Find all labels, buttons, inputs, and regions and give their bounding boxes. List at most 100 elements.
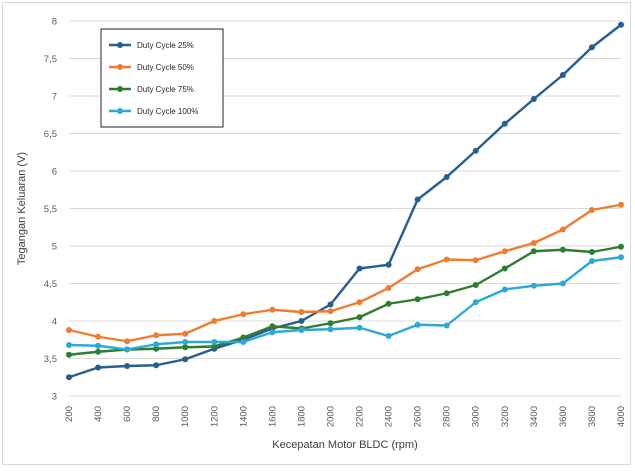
data-point bbox=[95, 342, 102, 349]
data-point bbox=[618, 254, 624, 261]
legend-swatch-marker bbox=[117, 86, 123, 92]
x-tick-label: 600 bbox=[122, 406, 133, 422]
data-point bbox=[124, 363, 131, 369]
x-tick-label: 3000 bbox=[471, 406, 482, 427]
data-point bbox=[327, 308, 334, 315]
x-tick-label: 2800 bbox=[442, 406, 453, 427]
y-tick-label: 7 bbox=[52, 92, 57, 103]
data-point bbox=[501, 265, 508, 272]
legend-label: Duty Cycle 75% bbox=[137, 85, 194, 94]
data-point bbox=[414, 321, 421, 328]
y-tick-label: 5 bbox=[52, 242, 57, 253]
data-point bbox=[443, 322, 450, 329]
data-point bbox=[559, 226, 566, 233]
data-point bbox=[153, 341, 160, 348]
legend-item: Duty Cycle 100% bbox=[109, 107, 198, 116]
data-point bbox=[414, 196, 421, 203]
data-point bbox=[95, 333, 102, 340]
series bbox=[66, 254, 624, 353]
data-point bbox=[472, 299, 479, 306]
x-tick-label: 1000 bbox=[180, 406, 191, 427]
series-line bbox=[68, 256, 622, 351]
x-tick-label: 3200 bbox=[500, 406, 511, 427]
data-point bbox=[501, 120, 508, 127]
data-point bbox=[211, 343, 218, 350]
x-tick-label: 400 bbox=[93, 406, 104, 422]
data-point bbox=[124, 338, 131, 345]
y-tick-label: 4,5 bbox=[44, 279, 57, 290]
data-point bbox=[66, 374, 72, 381]
data-point bbox=[472, 147, 479, 154]
data-point bbox=[356, 299, 363, 306]
data-point bbox=[66, 327, 72, 333]
data-point bbox=[472, 257, 479, 264]
series bbox=[66, 243, 624, 358]
legend-label: Duty Cycle 100% bbox=[137, 107, 198, 116]
x-tick-labels: 200 400 600 800 1000 1200 1400 1600 1800 2000 2200… bbox=[64, 406, 627, 427]
data-point bbox=[327, 301, 334, 308]
data-point bbox=[182, 330, 189, 337]
chart-frame: 3 3,5 4 4,5 5 5,5 6 6,5 7 7,5 8 200 400 600 800 1000 12… bbox=[2, 2, 631, 465]
data-point bbox=[66, 342, 72, 348]
data-point bbox=[269, 323, 276, 330]
y-tick-label: 4 bbox=[52, 317, 57, 328]
x-tick-label: 3600 bbox=[558, 406, 569, 427]
x-tick-label: 1400 bbox=[238, 406, 249, 427]
data-point bbox=[182, 339, 189, 345]
data-point bbox=[559, 72, 566, 78]
y-tick-label: 7,5 bbox=[44, 54, 57, 65]
data-point bbox=[327, 326, 334, 333]
y-tick-label: 6,5 bbox=[44, 129, 57, 140]
x-tick-label: 200 bbox=[64, 406, 75, 422]
data-point bbox=[443, 174, 450, 180]
data-point bbox=[356, 314, 363, 321]
y-tick-label: 5,5 bbox=[44, 204, 57, 215]
data-point bbox=[356, 324, 363, 331]
data-point bbox=[414, 296, 421, 303]
data-point bbox=[588, 207, 595, 213]
x-axis-title: Kecepatan Motor BLDC (rpm) bbox=[272, 439, 418, 451]
data-point bbox=[269, 306, 276, 313]
legend-item: Duty Cycle 75% bbox=[109, 85, 194, 94]
legend-swatch-marker bbox=[117, 64, 123, 70]
series-line bbox=[68, 203, 622, 343]
data-point bbox=[211, 318, 218, 324]
data-point bbox=[327, 320, 334, 327]
data-point bbox=[559, 280, 566, 287]
data-point bbox=[530, 248, 537, 255]
x-tick-label: 2400 bbox=[384, 406, 395, 427]
data-point bbox=[530, 240, 537, 246]
y-tick-label: 8 bbox=[52, 17, 57, 28]
data-point bbox=[95, 348, 102, 355]
data-point bbox=[530, 282, 537, 289]
data-point bbox=[153, 332, 160, 339]
legend-item: Duty Cycle 25% bbox=[109, 41, 194, 50]
x-tick-label: 800 bbox=[151, 406, 162, 422]
data-point bbox=[472, 282, 479, 288]
data-point bbox=[356, 265, 363, 272]
data-point bbox=[385, 285, 392, 291]
series-layer bbox=[66, 21, 624, 381]
data-point bbox=[182, 356, 189, 363]
legend-item: Duty Cycle 50% bbox=[109, 63, 194, 72]
legend: Duty Cycle 25% Duty Cycle 50% Duty Cycle 7… bbox=[100, 28, 224, 128]
data-point bbox=[269, 329, 276, 336]
legend-label: Duty Cycle 25% bbox=[137, 41, 194, 50]
data-point bbox=[588, 258, 595, 264]
y-tick-label: 6 bbox=[52, 167, 57, 178]
data-point bbox=[618, 243, 624, 250]
data-point bbox=[240, 339, 247, 345]
x-tick-label: 1200 bbox=[209, 406, 220, 427]
data-point bbox=[153, 345, 160, 352]
x-tick-label: 2000 bbox=[325, 406, 336, 427]
data-point bbox=[588, 44, 595, 51]
series-line bbox=[68, 23, 622, 379]
data-point bbox=[240, 334, 247, 341]
x-tick-label: 2200 bbox=[355, 406, 366, 427]
data-point bbox=[298, 327, 305, 333]
y-axis-title: Tegangan Keluaran (V) bbox=[16, 152, 28, 265]
data-point bbox=[443, 256, 450, 263]
data-point bbox=[385, 300, 392, 307]
data-point bbox=[153, 362, 160, 369]
y-tick-label: 3 bbox=[52, 392, 57, 403]
